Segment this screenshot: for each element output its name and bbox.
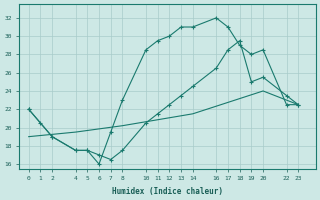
X-axis label: Humidex (Indice chaleur): Humidex (Indice chaleur) bbox=[112, 187, 223, 196]
